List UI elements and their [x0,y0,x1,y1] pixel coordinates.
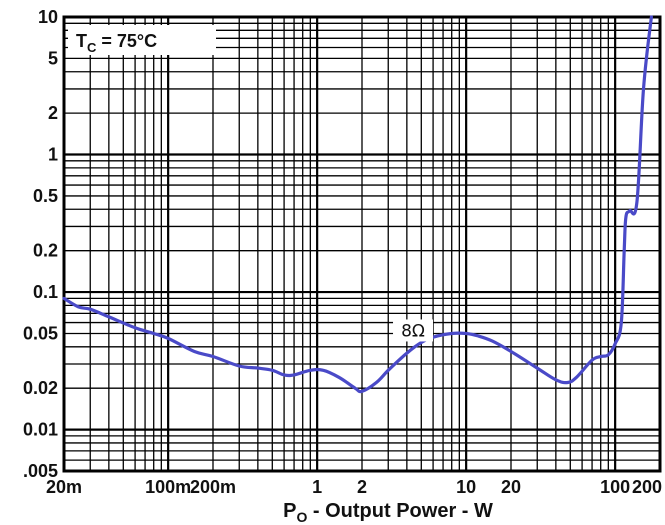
y-tick-label: 0.1 [33,282,58,302]
plot-frame [62,15,662,473]
annotation-text: TC = 75°C [76,31,157,55]
annotation-box [68,25,216,55]
y-tick-label: 2 [48,103,58,123]
x-tick-label: 2 [357,477,367,497]
x-tick-label: 100 [600,477,630,497]
x-tick-label: 10 [456,477,476,497]
x-tick-label: 20 [501,477,521,497]
series-label-8ohm: 8Ω [401,321,425,341]
grid [64,17,660,471]
x-axis-title-subscript: O [296,509,307,525]
series-label-background [393,319,434,342]
annotation-main: T [76,31,87,51]
y-tick-label: 0.02 [23,378,58,398]
x-tick-label: 20m [46,477,82,497]
y-tick-label: 0.01 [23,420,58,440]
x-tick-label: 1 [312,477,322,497]
annotation-subscript: C [87,40,97,55]
y-tick-label: 1 [48,145,58,165]
series-layer [62,15,653,394]
annotation-rest: = 75°C [96,31,157,51]
x-tick-label: 200m [190,477,236,497]
y-tick-label: .005 [23,461,58,481]
x-axis-title-rest: - Output Power - W [307,500,493,522]
y-tick-label: 0.5 [33,186,58,206]
series-line-8ohm [62,15,653,394]
y-tick-label: 0.05 [23,323,58,343]
x-axis-title-main: P [283,500,296,522]
y-tick-label: 5 [48,48,58,68]
x-tick-label: 100m [145,477,191,497]
y-tick-label: 0.2 [33,241,58,261]
x-axis-title: PO - Output Power - W [283,500,493,525]
x-tick-label: 200 [632,477,662,497]
y-tick-label: 10 [38,7,58,27]
